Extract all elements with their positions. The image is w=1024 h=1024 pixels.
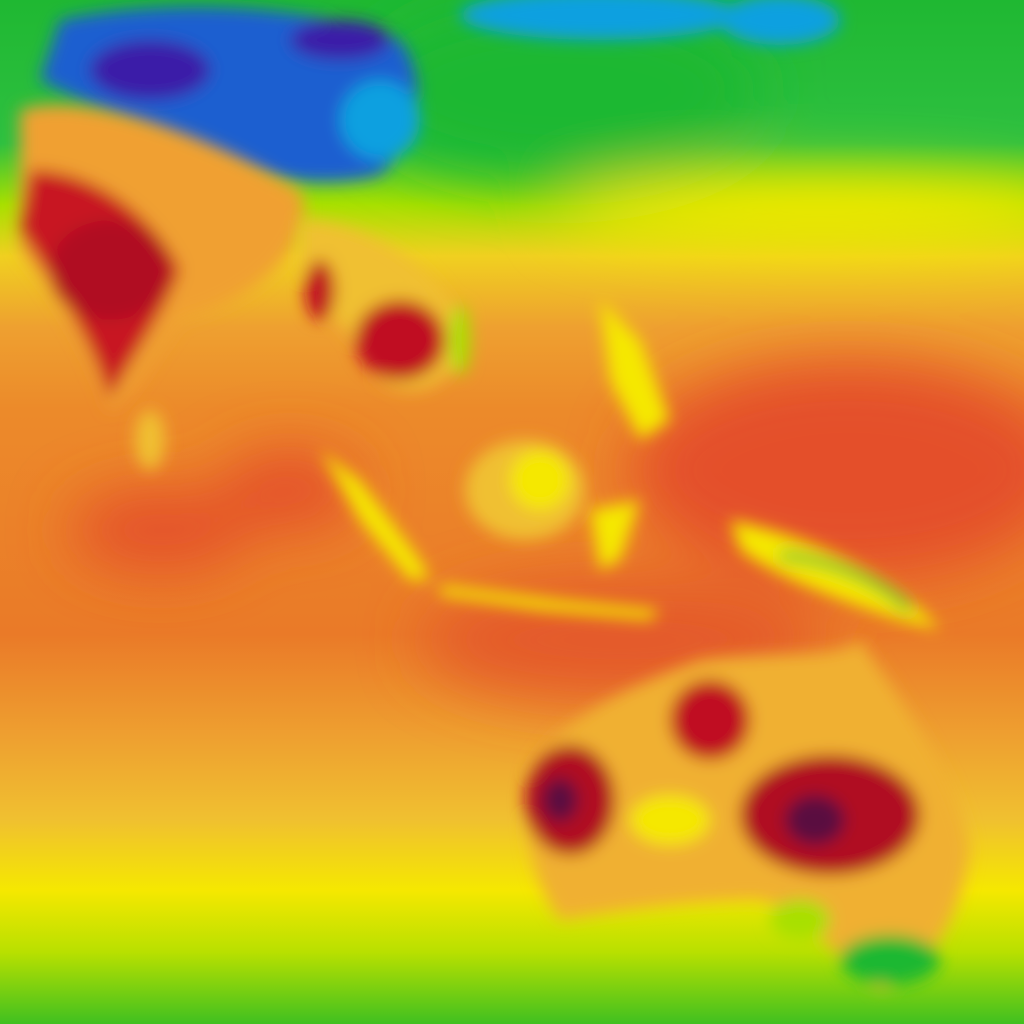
region-australia — [525, 640, 970, 990]
region-tibet — [40, 0, 840, 182]
region-islands — [135, 300, 940, 630]
region-india — [20, 104, 304, 410]
ocean-warm-bands — [70, 0, 1024, 700]
region-indochina — [300, 220, 470, 390]
